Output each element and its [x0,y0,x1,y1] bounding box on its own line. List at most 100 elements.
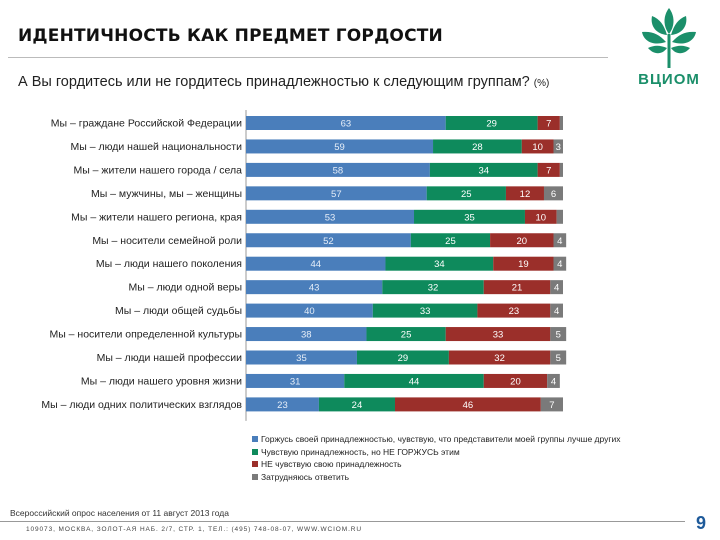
data-label-proud: 58 [333,165,344,176]
category-label: Мы – люди общей судьбы [115,305,242,317]
bar-segment-not-feel [394,397,541,412]
bar-segment-belong [372,303,478,318]
bar-segment-proud [246,303,373,318]
category-label: Мы – жители нашего города / села [73,164,242,176]
data-label-not-feel: 20 [510,376,521,387]
stacked-bar-chart: Мы – граждане Российской Федерации 63 29 7М… [41,110,567,421]
bar-segment-proud [246,162,430,177]
data-label-not-feel: 10 [536,212,547,223]
legend-swatch-unsure [252,473,258,480]
bar-segment-belong [429,162,538,177]
bar-segment-belong [445,116,538,130]
bar-segment-not-feel [521,139,554,154]
data-label-belong: 34 [478,165,489,176]
data-label-proud: 53 [325,212,336,223]
bar-segment-proud [246,280,383,295]
data-label-proud: 40 [304,306,315,317]
bar-segment-not-feel [490,233,554,248]
bar-segment-unsure [550,350,567,365]
bar-segment-not-feel [483,280,551,295]
wciom-logo: ВЦИОМ [626,4,712,88]
bar-segment-not-feel [505,186,544,201]
bar-segment-proud [246,139,434,154]
legend-item-unsure: Затрудняюсь ответить [252,471,621,484]
data-label-proud: 59 [334,142,345,153]
bar-segment-belong [385,256,494,271]
data-label-not-feel: 19 [518,259,529,270]
data-label-not-feel: 21 [512,283,523,294]
bar-segment-proud [246,350,357,365]
data-label-unsure: 4 [551,376,556,387]
data-label-not-feel: 33 [493,330,504,341]
bar-segment-not-feel [537,162,560,177]
bar-segment-unsure [559,116,563,130]
data-label-not-feel: 20 [517,236,528,247]
legend-label-not-feel: НЕ чувствую свою принадлежность [261,459,402,469]
bar-segment-not-feel [537,116,560,130]
bar-segment-proud [246,327,367,342]
bar-segment-unsure [543,186,563,201]
legend-item-not-feel: НЕ чувствую свою принадлежность [252,458,621,471]
data-label-belong: 34 [434,259,445,270]
bar-segment-proud [246,397,319,412]
bar-segment-proud [246,373,345,388]
data-label-proud: 63 [341,119,352,130]
footer-address: 109073, МОСКВА, ЗОЛОТ-АЯ НАБ. 2/7, СТР. … [26,526,362,533]
question-unit: (%) [533,78,550,89]
legend-label-proud: Горжусь своей принадлежностью, чувствую,… [261,434,621,444]
data-label-belong: 28 [472,142,483,153]
legend-swatch-not-feel [252,461,258,468]
bar-segment-not-feel [445,327,551,342]
category-label: Мы – носители семейной роли [92,235,242,247]
data-label-not-feel: 23 [509,306,520,317]
legend-label-belong: Чувствую принадлежность, но НЕ ГОРЖУСЬ э… [261,446,460,457]
legend-swatch-belong [252,448,258,455]
category-label: Мы – носители определенной культуры [49,329,242,341]
bar-segment-belong [410,233,491,248]
bar-segment-belong [433,139,522,154]
category-label: Мы – люди нашей национальности [71,141,243,153]
data-label-unsure: 6 [551,189,556,200]
title-divider [8,57,608,58]
bar-segment-proud [246,209,415,224]
bar-segment-unsure [559,162,563,177]
bar-segment-belong [356,350,449,365]
bar-segment-not-feel [524,209,557,224]
tree-logo-icon: ВЦИОМ [638,8,700,88]
bar-segment-not-feel [477,303,551,318]
page-number: 9 [696,513,707,533]
bar-segment-unsure [540,397,563,412]
data-label-not-feel: 32 [494,353,505,364]
data-label-not-feel: 7 [546,165,551,176]
bar-segment-belong [366,327,446,342]
bar-segment-unsure [553,256,567,271]
logo-text: ВЦИОМ [638,71,700,88]
data-label-belong: 25 [461,189,472,200]
data-label-unsure: 4 [554,306,559,317]
bar-segment-belong [318,397,395,412]
legend-swatch-proud [252,436,258,443]
bar-segment-proud [246,256,386,271]
data-label-belong: 33 [420,306,431,317]
category-label: Мы – люди нашей профессии [97,352,243,364]
bar-segment-belong [382,280,484,295]
category-label: Мы – люди нашего поколения [96,258,242,270]
bar-segment-belong [344,373,484,388]
data-label-proud: 31 [290,376,301,387]
category-label: Мы – жители нашего региона, края [71,211,242,223]
survey-note: Всероссийский опрос населения от 11 авгу… [10,508,229,518]
chart-legend: Горжусь своей принадлежностью, чувствую,… [252,433,621,483]
bar-segment-unsure [547,373,560,388]
bar-segment-unsure [550,303,563,318]
category-label: Мы – мужчины, мы – женщины [91,188,242,200]
bar-segment-proud [246,233,411,248]
category-label: Мы – люди одной веры [129,282,243,294]
data-label-not-feel: 10 [532,142,543,153]
bar-segment-not-feel [483,373,548,388]
category-label: Мы – люди нашего уровня жизни [81,375,242,387]
question-text: А Вы гордитесь или не гордитесь принадле… [18,74,549,90]
bar-segment-unsure [553,139,563,154]
category-label: Мы – люди одних политических взглядов [41,399,242,411]
bar-segment-belong [414,209,525,224]
bar-segment-belong [426,186,506,201]
